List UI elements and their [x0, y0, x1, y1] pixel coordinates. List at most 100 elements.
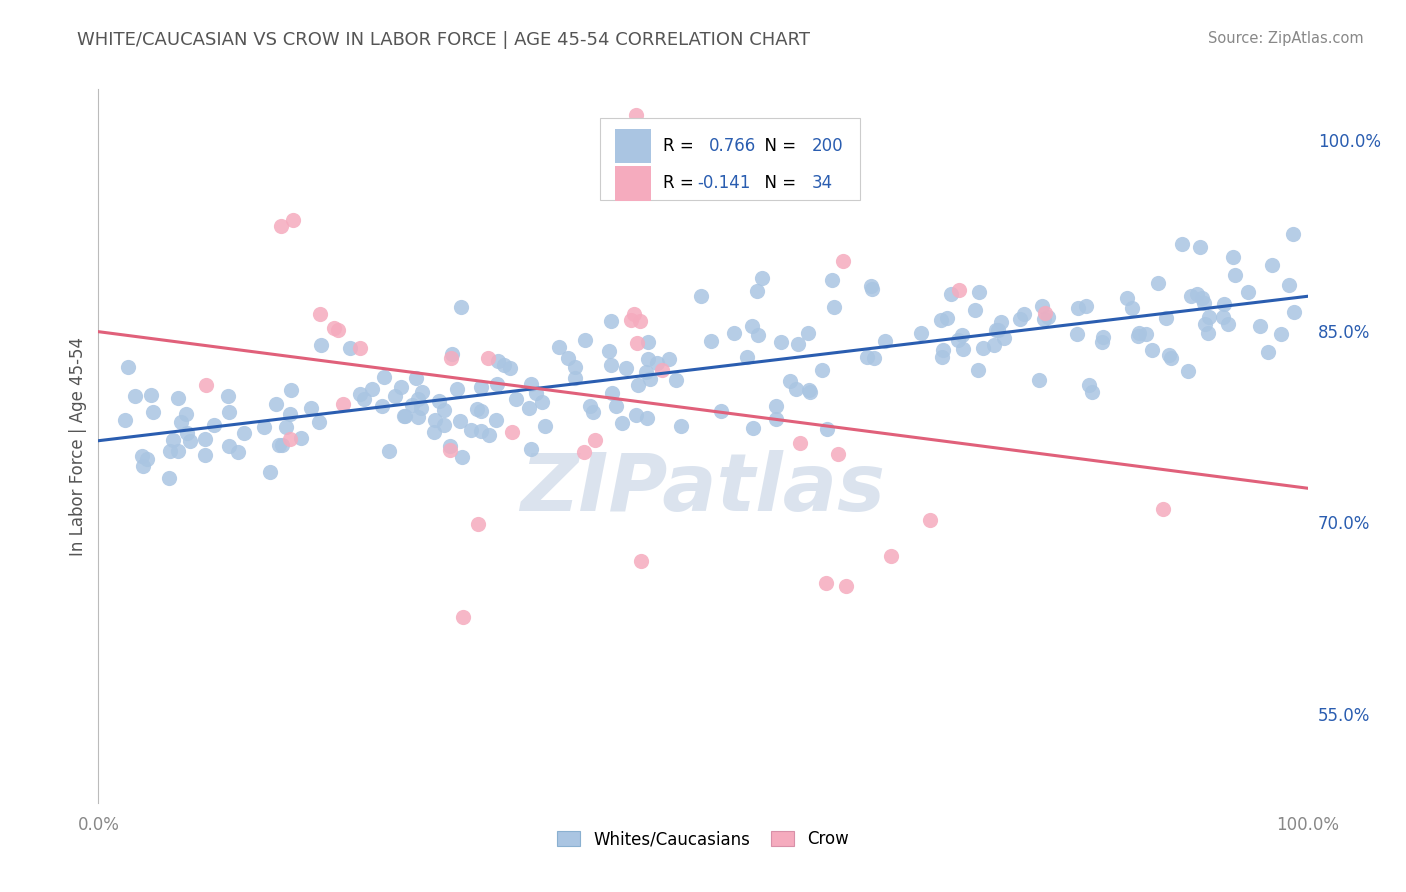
Point [159, 443, 181, 458]
Point [547, 341, 569, 355]
Point [1191, 291, 1213, 305]
Point [645, 356, 668, 370]
Text: 34: 34 [811, 175, 832, 193]
Point [1091, 335, 1114, 350]
Point [690, 289, 713, 303]
Text: R =: R = [664, 136, 699, 154]
Point [524, 385, 547, 400]
Point [710, 404, 733, 418]
Point [785, 382, 807, 396]
Text: ZIPatlas: ZIPatlas [520, 450, 886, 528]
Point [1187, 287, 1209, 301]
Point [1257, 345, 1279, 359]
Point [990, 315, 1012, 329]
Point [269, 438, 291, 452]
Point [614, 361, 637, 376]
Text: -0.141: -0.141 [697, 175, 751, 193]
Point [326, 323, 349, 337]
Point [1171, 236, 1194, 251]
Point [1008, 311, 1031, 326]
Text: 200: 200 [811, 136, 844, 154]
Point [332, 397, 354, 411]
Point [505, 392, 527, 407]
Point [815, 422, 838, 436]
Point [910, 326, 932, 341]
Point [967, 362, 990, 376]
Point [1038, 310, 1060, 324]
Point [1147, 276, 1170, 290]
Point [1121, 301, 1143, 315]
Point [278, 432, 301, 446]
Point [1222, 250, 1244, 264]
Point [1218, 317, 1240, 331]
Point [174, 407, 197, 421]
Point [370, 399, 392, 413]
Point [384, 389, 406, 403]
Point [253, 420, 276, 434]
Point [406, 392, 429, 406]
Point [309, 337, 332, 351]
Legend: Whites/Caucasians, Crow: Whites/Caucasians, Crow [550, 824, 856, 855]
Point [811, 362, 834, 376]
Point [747, 328, 769, 343]
Point [439, 442, 461, 457]
Point [232, 426, 254, 441]
Point [470, 380, 492, 394]
Point [821, 273, 844, 287]
Point [114, 413, 136, 427]
Point [751, 270, 773, 285]
Text: 0.766: 0.766 [709, 136, 756, 154]
Point [1282, 305, 1305, 319]
Point [1074, 299, 1097, 313]
Point [405, 371, 427, 385]
Point [339, 341, 361, 355]
Point [599, 358, 621, 372]
Point [574, 333, 596, 347]
Point [170, 415, 193, 429]
Point [1270, 327, 1292, 342]
Point [176, 425, 198, 440]
Point [280, 407, 302, 421]
Point [637, 351, 659, 366]
Point [797, 383, 820, 397]
Point [987, 323, 1010, 337]
Point [950, 327, 973, 342]
Point [1212, 310, 1234, 325]
Point [665, 373, 688, 387]
Point [409, 401, 432, 415]
Point [1282, 227, 1305, 241]
Point [1177, 364, 1199, 378]
Point [637, 335, 659, 350]
Point [484, 413, 506, 427]
Point [627, 378, 650, 392]
Point [427, 394, 450, 409]
Point [441, 347, 464, 361]
Point [941, 287, 963, 301]
Point [879, 549, 901, 564]
Point [628, 314, 651, 328]
Point [972, 341, 994, 355]
Point [797, 326, 820, 340]
Point [1160, 351, 1182, 366]
Point [157, 471, 180, 485]
Point [1126, 329, 1149, 343]
Point [583, 433, 606, 447]
Point [827, 447, 849, 461]
Point [765, 399, 787, 413]
Point [264, 396, 287, 410]
Point [270, 219, 292, 233]
Point [1091, 330, 1114, 344]
Point [392, 409, 415, 424]
Point [477, 351, 499, 366]
Point [932, 343, 955, 358]
Point [626, 335, 648, 350]
Point [741, 421, 763, 435]
Point [349, 387, 371, 401]
Point [745, 284, 768, 298]
Point [1213, 297, 1236, 311]
Point [378, 444, 401, 458]
Point [600, 314, 623, 328]
Point [194, 448, 217, 462]
Point [520, 376, 543, 391]
Point [446, 382, 468, 396]
